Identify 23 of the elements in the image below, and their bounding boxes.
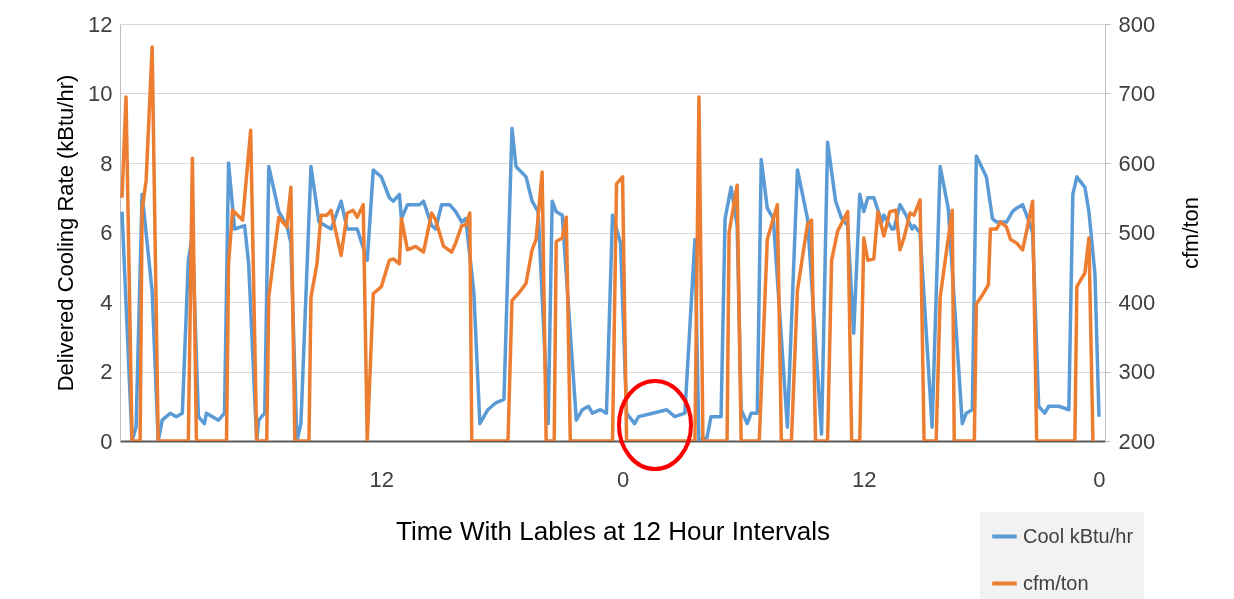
y-tick-label: 6 <box>100 220 113 245</box>
x-tick-label: 0 <box>1093 466 1106 492</box>
x-tick-label: 0 <box>616 466 630 492</box>
y-tick-label: 2 <box>100 359 113 384</box>
y2-tick-label: 200 <box>1118 428 1156 454</box>
x-tick-label: 12 <box>369 466 395 492</box>
y-axis-title: Delivered Cooling Rate (kBtu/hr) <box>53 74 79 392</box>
y2-tick-label: 500 <box>1118 220 1156 245</box>
legend-label: Cool kBtu/hr <box>1023 524 1134 547</box>
y-tick-label: 12 <box>88 11 113 37</box>
y2-axis-title: cfm/ton <box>1178 196 1204 270</box>
legend-label: cfm/ton <box>1023 571 1089 594</box>
x-tick-label: 12 <box>852 466 877 492</box>
y-tick-label: 4 <box>100 289 113 315</box>
y-tick-label: 0 <box>100 428 113 454</box>
y2-tick-label: 300 <box>1118 359 1156 384</box>
y2-tick-label: 600 <box>1118 150 1156 176</box>
y2-tick-label: 400 <box>1118 289 1156 315</box>
x-axis-title: Time With Lables at 12 Hour Intervals <box>396 515 830 546</box>
y2-tick-label: 800 <box>1118 11 1156 37</box>
y-tick-label: 10 <box>88 81 113 106</box>
y-tick-label: 8 <box>100 150 113 176</box>
y2-tick-label: 700 <box>1118 81 1156 106</box>
